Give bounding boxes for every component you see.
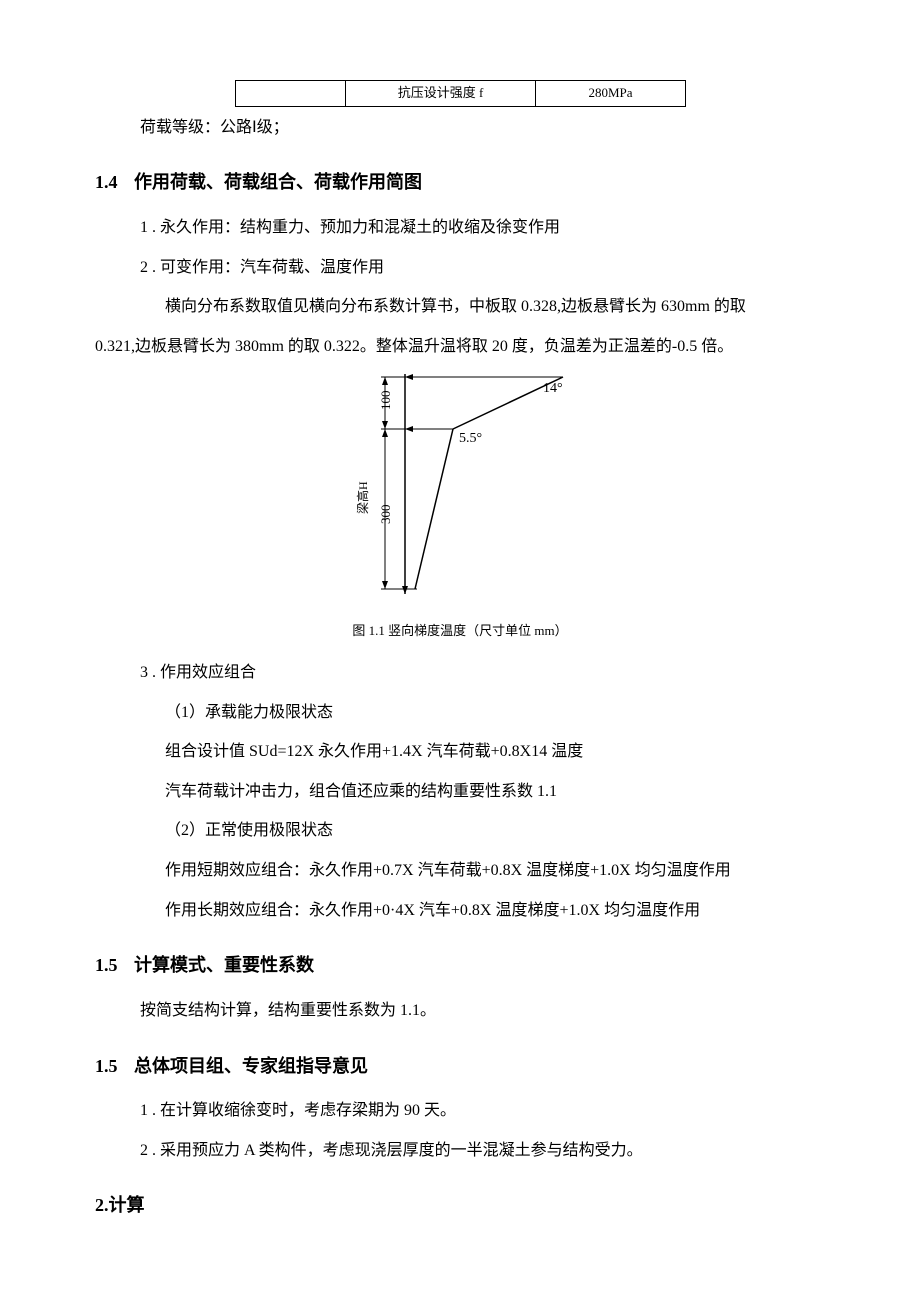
heading-num: 1.5 [95,955,118,975]
sub-uls: （1）承载能力极限状态 [165,700,825,726]
dist-coef-line2: 0.321,边板悬臂长为 380mm 的取 0.322。整体温升温将取 20 度… [95,334,825,360]
heading-1-5a: 1.5 计算模式、重要性系数 [95,951,825,980]
item-variable-action: 2 . 可变作用：汽车荷载、温度作用 [140,255,825,281]
temperature-diagram-svg: 14° 5.5° 100 300 梁高H [345,374,575,609]
label-dim-100: 100 [378,390,393,410]
heading-title: 计算模式、重要性系数 [134,955,314,975]
uls-impact: 汽车荷载计冲击力，组合值还应乘的结构重要性系数 1.1 [165,779,825,805]
expert-item-2: 2 . 采用预应力 A 类构件，考虑现浇层厚度的一半混凝土参与结构受力。 [140,1138,825,1164]
sls-short-term: 作用短期效应组合：永久作用+0.7X 汽车荷载+0.8X 温度梯度+1.0X 均… [165,858,825,884]
heading-2: 2.计算 [95,1191,825,1220]
dist-coef-line1: 横向分布系数取值见横向分布系数计算书，中板取 0.328,边板悬臂长为 630m… [165,294,825,320]
expert-item-1: 1 . 在计算收缩徐变时，考虑存梁期为 90 天。 [140,1098,825,1124]
load-grade-text: 荷载等级：公路Ⅰ级； [140,115,825,141]
figure-temperature-gradient: 14° 5.5° 100 300 梁高H [95,374,825,618]
heading-title: 2.计算 [95,1195,145,1215]
label-angle-5-5: 5.5° [459,431,482,446]
heading-title: 作用荷载、荷载组合、荷载作用简图 [134,172,422,192]
table-row: 抗压设计强度 f 280MPa [236,81,686,107]
table-cell-value: 280MPa [536,81,686,107]
calc-mode-text: 按简支结构计算，结构重要性系数为 1.1。 [140,998,825,1024]
table: 抗压设计强度 f 280MPa [235,80,686,107]
strength-table: 抗压设计强度 f 280MPa [235,80,825,107]
table-cell-label: 抗压设计强度 f [346,81,536,107]
uls-formula: 组合设计值 SUd=12X 永久作用+1.4X 汽车荷载+0.8X14 温度 [165,739,825,765]
heading-1-4: 1.4 作用荷载、荷载组合、荷载作用简图 [95,168,825,197]
sub-sls: （2）正常使用极限状态 [165,818,825,844]
label-angle-14: 14° [543,381,563,396]
figure-caption: 图 1.1 竖向梯度温度（尺寸单位 mm） [95,621,825,642]
label-beam-height: 梁高H [355,481,370,514]
label-dim-300: 300 [378,504,393,524]
heading-1-5b: 1.5 总体项目组、专家组指导意见 [95,1052,825,1081]
heading-title: 总体项目组、专家组指导意见 [134,1056,368,1076]
heading-num: 1.4 [95,172,118,192]
item-effect-combination: 3 . 作用效应组合 [140,660,825,686]
item-permanent-action: 1 . 永久作用：结构重力、预加力和混凝土的收缩及徐变作用 [140,215,825,241]
sls-long-term: 作用长期效应组合：永久作用+0·4X 汽车+0.8X 温度梯度+1.0X 均匀温… [165,898,825,924]
table-cell-empty [236,81,346,107]
heading-num: 1.5 [95,1056,118,1076]
